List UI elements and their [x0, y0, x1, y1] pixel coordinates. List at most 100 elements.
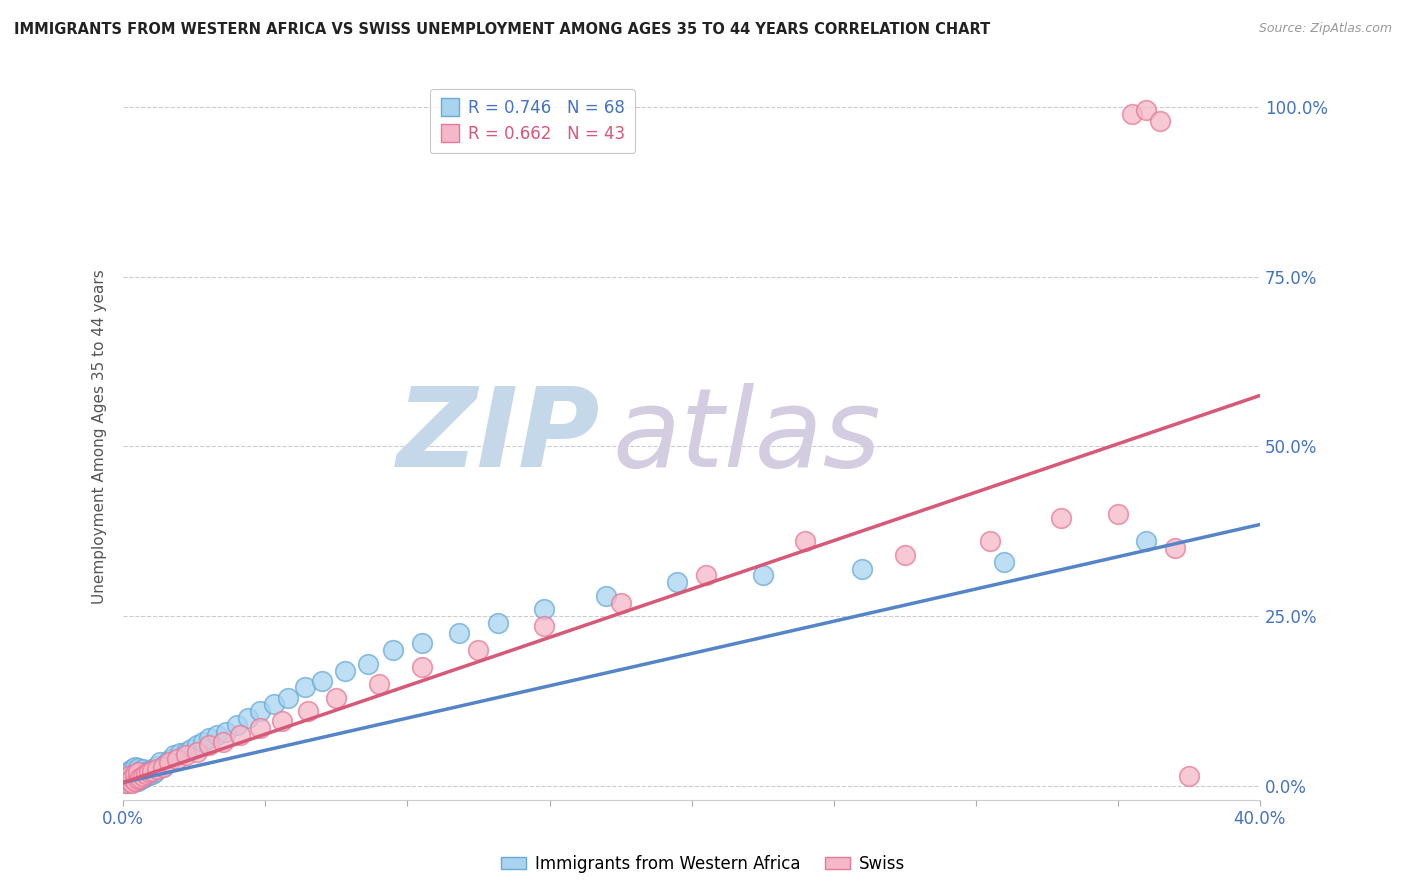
Point [979, 534, 1001, 549]
Point [149, 755, 172, 769]
Point [127, 769, 149, 783]
Point [121, 771, 143, 785]
Point [141, 764, 163, 778]
Point [1178, 769, 1201, 783]
Point [197, 731, 219, 746]
Point [121, 762, 143, 776]
Point [118, 772, 141, 786]
Point [141, 762, 163, 776]
Point [121, 775, 143, 789]
Point [115, 766, 138, 780]
Point [129, 772, 152, 786]
Point [127, 761, 149, 775]
Point [411, 636, 433, 650]
Point [166, 752, 188, 766]
Point [609, 596, 631, 610]
Point [666, 575, 689, 590]
Point [138, 765, 160, 780]
Point [229, 728, 252, 742]
Point [152, 760, 174, 774]
Point [132, 766, 155, 780]
Point [121, 775, 143, 789]
Point [271, 714, 294, 729]
Point [118, 773, 141, 788]
Point [411, 660, 433, 674]
Point [129, 764, 152, 778]
Point [143, 765, 166, 780]
Point [127, 773, 149, 788]
Point [382, 643, 405, 657]
Point [129, 771, 152, 785]
Point [121, 766, 143, 780]
Point [333, 664, 356, 678]
Point [115, 775, 138, 789]
Point [1149, 113, 1171, 128]
Point [127, 765, 149, 780]
Point [174, 745, 197, 759]
Point [152, 760, 174, 774]
Point [124, 764, 146, 778]
Point [205, 728, 228, 742]
Point [447, 626, 470, 640]
Point [1107, 508, 1129, 522]
Point [138, 764, 160, 778]
Point [129, 768, 152, 782]
Point [124, 768, 146, 782]
Point [118, 764, 141, 778]
Point [794, 534, 817, 549]
Point [135, 765, 157, 780]
Point [118, 769, 141, 783]
Point [1135, 534, 1157, 549]
Point [115, 775, 138, 789]
Point [368, 677, 391, 691]
Point [533, 619, 555, 633]
Point [751, 568, 773, 582]
Point [238, 711, 260, 725]
Point [249, 704, 271, 718]
Point [297, 704, 319, 718]
Point [893, 548, 915, 562]
Point [186, 738, 208, 752]
Point [124, 760, 146, 774]
Point [138, 768, 160, 782]
Point [214, 724, 236, 739]
Point [197, 738, 219, 752]
Point [325, 690, 347, 705]
Point [141, 766, 163, 780]
Point [124, 772, 146, 786]
Point [993, 555, 1015, 569]
Point [486, 615, 509, 630]
Text: IMMIGRANTS FROM WESTERN AFRICA VS SWISS UNEMPLOYMENT AMONG AGES 35 TO 44 YEARS C: IMMIGRANTS FROM WESTERN AFRICA VS SWISS … [14, 22, 990, 37]
Point [226, 718, 249, 732]
Point [695, 568, 717, 582]
Point [146, 762, 169, 776]
Point [263, 698, 285, 712]
Point [1135, 103, 1157, 118]
Point [311, 673, 333, 688]
Point [132, 771, 155, 785]
Point [115, 771, 138, 785]
Legend: Immigrants from Western Africa, Swiss: Immigrants from Western Africa, Swiss [495, 848, 911, 880]
Point [135, 769, 157, 783]
Point [356, 657, 378, 671]
Point [146, 758, 169, 772]
Point [186, 745, 208, 759]
Point [163, 748, 186, 763]
Point [132, 769, 155, 783]
Point [1163, 541, 1185, 556]
Point [211, 735, 233, 749]
Point [124, 766, 146, 780]
Point [533, 602, 555, 616]
Point [157, 755, 180, 769]
Point [1050, 510, 1073, 524]
Point [127, 772, 149, 786]
Point [118, 768, 141, 782]
Point [155, 757, 177, 772]
Point [127, 765, 149, 780]
Point [1121, 106, 1143, 120]
Point [180, 741, 202, 756]
Point [249, 721, 271, 735]
Point [135, 766, 157, 780]
Point [174, 748, 197, 763]
Point [277, 690, 299, 705]
